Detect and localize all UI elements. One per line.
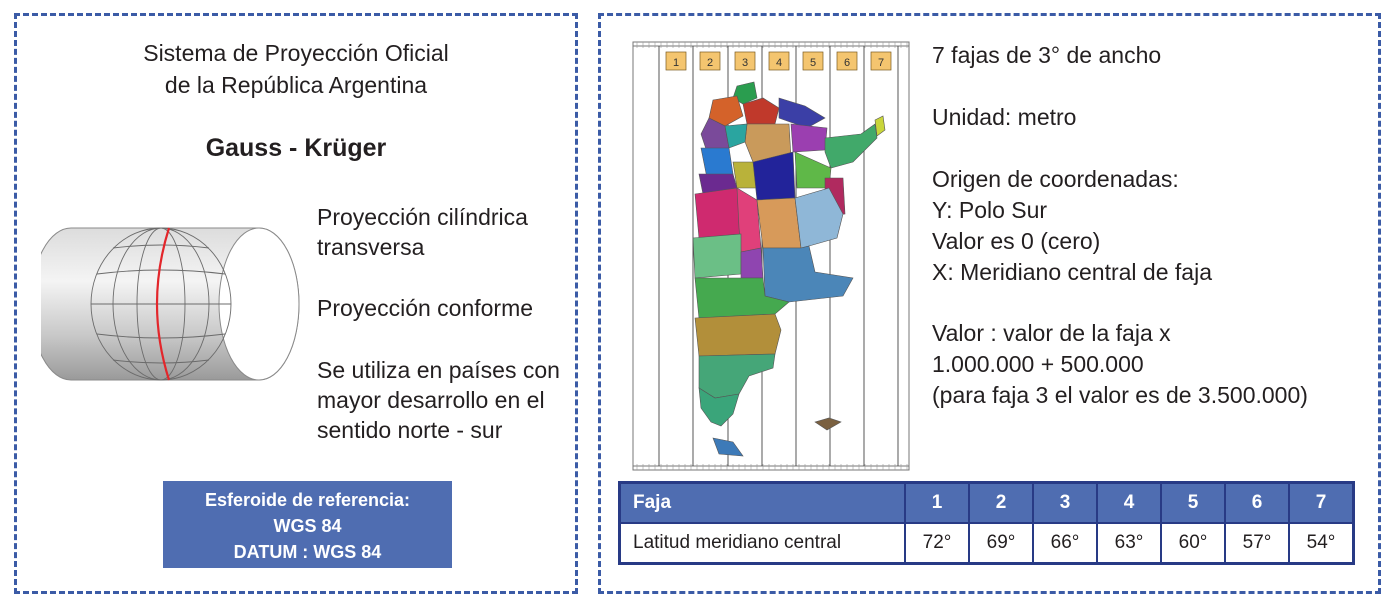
zone-label-box-7 (870, 51, 892, 71)
faja-header-row: Faja 1 2 3 4 5 6 7 (618, 481, 1355, 524)
zone-label-box-1 (665, 51, 687, 71)
ref-line-3: DATUM : WGS 84 (233, 542, 382, 562)
desc-usage-line3: sentido norte - sur (317, 417, 503, 443)
unidad-text: Unidad: metro (932, 104, 1077, 130)
reference-spheroid-box: Esferoide de referencia: WGS 84 DATUM : … (163, 481, 452, 568)
faja-header-label: Faja (618, 481, 906, 524)
origin-y-text: Y: Polo Sur (932, 197, 1048, 223)
desc-conformal: Proyección conforme (317, 295, 534, 321)
faja-zone-3: 3 (1032, 481, 1098, 524)
valor-line-1: Valor : valor de la faja x (932, 320, 1171, 346)
meridian-5: 60° (1160, 522, 1226, 565)
faja-zone-6: 6 (1224, 481, 1290, 524)
zone-label-2: 2 (707, 57, 713, 69)
valor-line-3: (para faja 3 el valor es de 3.500.000) (932, 382, 1308, 408)
desc-cylindrical-line2: transversa (317, 234, 425, 260)
meridian-6: 57° (1224, 522, 1290, 565)
origin-x-text: X: Meridiano central de faja (932, 259, 1212, 285)
meridian-2: 69° (968, 522, 1034, 565)
origen-text: Origen de coordenadas: (932, 166, 1179, 192)
zone-label-box-6 (836, 51, 858, 71)
left-panel: Sistema de Proyección Oficial de la Repú… (14, 13, 578, 594)
fajas-text: 7 fajas de 3° de ancho (932, 42, 1162, 68)
zone-label-box-3 (734, 51, 756, 71)
faja-zone-1: 1 (904, 481, 970, 524)
meridian-1: 72° (904, 522, 970, 565)
ref-line-1: Esferoide de referencia: (204, 490, 411, 510)
faja-zone-7: 7 (1288, 481, 1355, 524)
meridian-7: 54° (1288, 522, 1355, 565)
meridian-3: 66° (1032, 522, 1098, 565)
zone-label-box-5 (802, 51, 824, 71)
zone-label-3: 3 (742, 57, 748, 69)
title-line-1: Sistema de Proyección Oficial (143, 40, 449, 66)
faja-zone-5: 5 (1160, 481, 1226, 524)
title-line-2: de la República Argentina (164, 72, 428, 98)
meridian-4: 63° (1096, 522, 1162, 565)
faja-zone-2: 2 (968, 481, 1034, 524)
cylinder-globe-icon (41, 227, 300, 381)
argentina-zones-map: 1 2 3 4 5 6 7 (632, 41, 910, 471)
zone-label-7: 7 (878, 57, 884, 69)
zone-label-box-2 (699, 51, 721, 71)
faja-table: Faja 1 2 3 4 5 6 7 Latitud meridiano cen… (618, 481, 1355, 565)
zone-label-box-4 (768, 51, 790, 71)
zone-label-6: 6 (844, 57, 850, 69)
zone-label-4: 4 (776, 57, 782, 69)
desc-usage-line1: Se utiliza en países con (317, 357, 560, 383)
zone-label-1: 1 (673, 57, 679, 69)
projection-heading: Gauss - Krüger (205, 134, 387, 162)
ref-line-2: WGS 84 (273, 516, 342, 536)
meridian-row: Latitud meridiano central 72° 69° 66° 63… (618, 522, 1355, 565)
zone-label-5: 5 (810, 57, 816, 69)
valor-line-2: 1.000.000 + 500.000 (932, 351, 1144, 377)
desc-cylindrical-line1: Proyección cilíndrica (317, 204, 528, 230)
faja-zone-4: 4 (1096, 481, 1162, 524)
valor-cero-text: Valor es 0 (cero) (932, 228, 1101, 254)
desc-usage-line2: mayor desarrollo en el (317, 387, 545, 413)
meridian-row-label: Latitud meridiano central (618, 522, 906, 565)
